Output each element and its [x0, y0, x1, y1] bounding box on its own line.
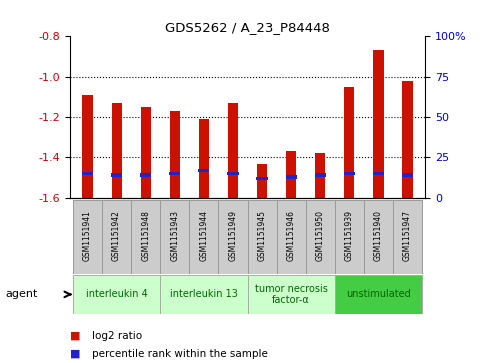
- Bar: [315, 174, 326, 177]
- Bar: [402, 81, 412, 198]
- Bar: [160, 275, 248, 314]
- Bar: [248, 200, 277, 274]
- Bar: [140, 174, 151, 177]
- Bar: [315, 154, 326, 198]
- Text: GSM1151939: GSM1151939: [345, 210, 354, 261]
- Bar: [218, 200, 248, 274]
- Bar: [393, 200, 422, 274]
- Text: interleukin 13: interleukin 13: [170, 289, 238, 299]
- Bar: [373, 50, 384, 198]
- Bar: [285, 175, 297, 179]
- Bar: [169, 172, 180, 175]
- Text: agent: agent: [6, 289, 38, 299]
- Bar: [131, 200, 160, 274]
- Bar: [286, 151, 296, 198]
- Bar: [335, 275, 422, 314]
- Bar: [256, 177, 268, 180]
- Bar: [199, 119, 209, 198]
- Text: GSM1151944: GSM1151944: [199, 210, 208, 261]
- Text: GSM1151940: GSM1151940: [374, 210, 383, 261]
- Bar: [344, 87, 355, 198]
- Bar: [402, 174, 413, 177]
- Bar: [257, 163, 267, 198]
- Bar: [73, 200, 102, 274]
- Bar: [82, 172, 93, 175]
- Text: percentile rank within the sample: percentile rank within the sample: [92, 349, 268, 359]
- Text: interleukin 4: interleukin 4: [85, 289, 147, 299]
- Bar: [306, 200, 335, 274]
- Text: GSM1151947: GSM1151947: [403, 210, 412, 261]
- Text: GSM1151941: GSM1151941: [83, 210, 92, 261]
- Bar: [373, 172, 384, 175]
- Bar: [189, 200, 218, 274]
- Bar: [344, 172, 355, 175]
- Text: GSM1151950: GSM1151950: [316, 210, 325, 261]
- Bar: [111, 174, 122, 177]
- Bar: [83, 95, 93, 198]
- Text: GSM1151948: GSM1151948: [141, 210, 150, 261]
- Text: log2 ratio: log2 ratio: [92, 331, 142, 341]
- Bar: [170, 111, 180, 198]
- Bar: [227, 172, 239, 175]
- Text: ■: ■: [70, 349, 81, 359]
- Text: GSM1151942: GSM1151942: [112, 210, 121, 261]
- Text: tumor necrosis
factor-α: tumor necrosis factor-α: [255, 284, 327, 305]
- Bar: [277, 200, 306, 274]
- Bar: [248, 275, 335, 314]
- Text: unstimulated: unstimulated: [346, 289, 411, 299]
- Text: ■: ■: [70, 331, 81, 341]
- Bar: [160, 200, 189, 274]
- Bar: [112, 103, 122, 198]
- Text: GSM1151945: GSM1151945: [257, 210, 267, 261]
- Text: GSM1151946: GSM1151946: [287, 210, 296, 261]
- Bar: [228, 103, 238, 198]
- Bar: [141, 107, 151, 198]
- Bar: [102, 200, 131, 274]
- Title: GDS5262 / A_23_P84448: GDS5262 / A_23_P84448: [165, 21, 330, 34]
- Bar: [73, 275, 160, 314]
- Bar: [199, 168, 210, 172]
- Text: GSM1151949: GSM1151949: [228, 210, 238, 261]
- Bar: [364, 200, 393, 274]
- Bar: [335, 200, 364, 274]
- Text: GSM1151943: GSM1151943: [170, 210, 179, 261]
